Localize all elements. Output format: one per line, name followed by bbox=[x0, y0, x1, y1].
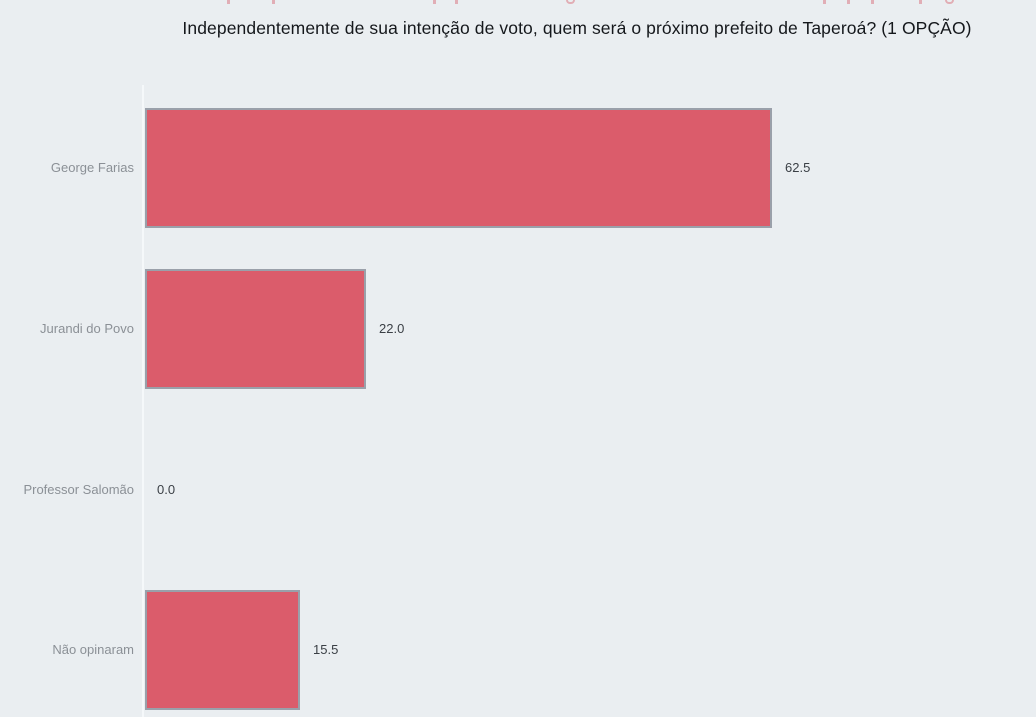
bar-row: Jurandi do Povo 22.0 bbox=[0, 268, 1036, 389]
bar bbox=[145, 590, 300, 711]
category-label: Jurandi do Povo bbox=[40, 320, 134, 336]
chart-title: Independentemente de sua intenção de vot… bbox=[182, 18, 972, 38]
bar-row: George Farias 62.5 bbox=[0, 108, 1036, 229]
category-label: Não opinaram bbox=[52, 642, 134, 658]
category-label: George Farias bbox=[50, 160, 134, 176]
value-label: 0.0 bbox=[157, 481, 176, 497]
value-label: 62.5 bbox=[785, 160, 811, 176]
bar bbox=[145, 268, 366, 389]
category-label: Professor Salomão bbox=[23, 481, 134, 497]
value-label: 22.0 bbox=[379, 320, 405, 336]
bar-row: Professor Salomão 0.0 bbox=[0, 430, 1036, 550]
bar bbox=[145, 108, 772, 229]
bar-row: Não opinaram 15.5 bbox=[0, 590, 1036, 711]
y-axis-line bbox=[142, 85, 144, 717]
value-label: 15.5 bbox=[313, 642, 339, 658]
